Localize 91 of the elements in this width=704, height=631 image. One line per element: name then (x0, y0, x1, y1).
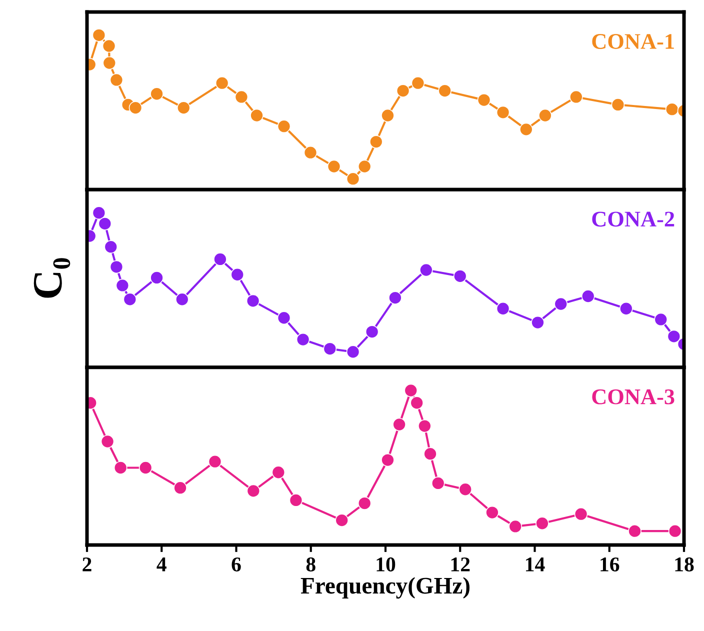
point (358, 160, 372, 174)
point (410, 396, 424, 410)
point (628, 524, 642, 538)
x-axis-title: Frequency(GHz) (300, 577, 470, 599)
point (581, 290, 595, 303)
point (531, 316, 544, 330)
point (150, 87, 164, 101)
point (411, 76, 425, 90)
point (250, 108, 264, 122)
point (110, 260, 124, 274)
point (574, 507, 588, 521)
point (128, 101, 142, 114)
x-tick-label: 10 (376, 557, 396, 572)
point (175, 292, 189, 306)
point (358, 496, 372, 510)
point (346, 345, 360, 359)
point (496, 302, 510, 316)
point (272, 466, 286, 480)
point (215, 76, 229, 90)
point (365, 325, 379, 338)
x-tick-label: 6 (232, 557, 241, 572)
x-tick-label: 18 (675, 557, 694, 572)
point (420, 263, 433, 277)
point (496, 106, 510, 120)
point (246, 294, 260, 308)
point (486, 506, 499, 520)
x-tick-label: 8 (306, 557, 316, 572)
point (208, 454, 222, 468)
point (98, 216, 112, 230)
point (554, 297, 568, 311)
point (277, 311, 291, 325)
point (388, 291, 402, 304)
x-tick-label: 14 (526, 558, 545, 572)
point (277, 120, 291, 133)
point (110, 73, 124, 87)
point (150, 271, 164, 284)
y-axis-title: C₀ (34, 258, 70, 298)
point (289, 494, 303, 507)
point (138, 461, 152, 474)
point (234, 90, 248, 104)
point (665, 102, 679, 116)
point (536, 516, 549, 530)
x-tick-label: 2 (82, 557, 92, 572)
point (114, 461, 128, 474)
point (346, 172, 360, 186)
point (335, 514, 349, 527)
point (92, 206, 106, 220)
point (438, 84, 452, 98)
point (418, 419, 432, 433)
point (296, 332, 310, 346)
point (396, 84, 410, 98)
point (174, 481, 187, 495)
point (431, 476, 445, 490)
point (458, 482, 472, 496)
point (538, 108, 552, 122)
point (619, 302, 633, 316)
point (323, 342, 337, 356)
point (104, 240, 118, 254)
point (92, 28, 106, 42)
point (654, 312, 668, 326)
point (611, 98, 625, 112)
point (100, 434, 114, 448)
point (214, 252, 227, 266)
point (116, 278, 130, 292)
point (327, 160, 341, 174)
text: CONA-3 (592, 389, 674, 404)
point (667, 330, 681, 344)
point (508, 520, 522, 534)
x-tick-label: 12 (451, 557, 470, 572)
point (453, 270, 467, 283)
point (424, 447, 437, 461)
point (569, 90, 583, 104)
point (304, 146, 318, 160)
point (477, 93, 491, 107)
text: CONA-2 (592, 212, 674, 227)
point (370, 135, 383, 148)
point (123, 292, 137, 306)
point (668, 524, 682, 538)
series-label: CONA-1 (592, 34, 674, 49)
point (381, 108, 394, 122)
point (102, 56, 116, 70)
point (176, 101, 190, 114)
point (102, 39, 116, 53)
point (230, 268, 244, 282)
point (381, 453, 394, 467)
point (520, 122, 533, 136)
x-tick-label: 4 (156, 558, 166, 572)
x-tick-label: 16 (600, 557, 620, 572)
point (404, 384, 418, 398)
point (392, 418, 406, 432)
point (246, 484, 260, 498)
